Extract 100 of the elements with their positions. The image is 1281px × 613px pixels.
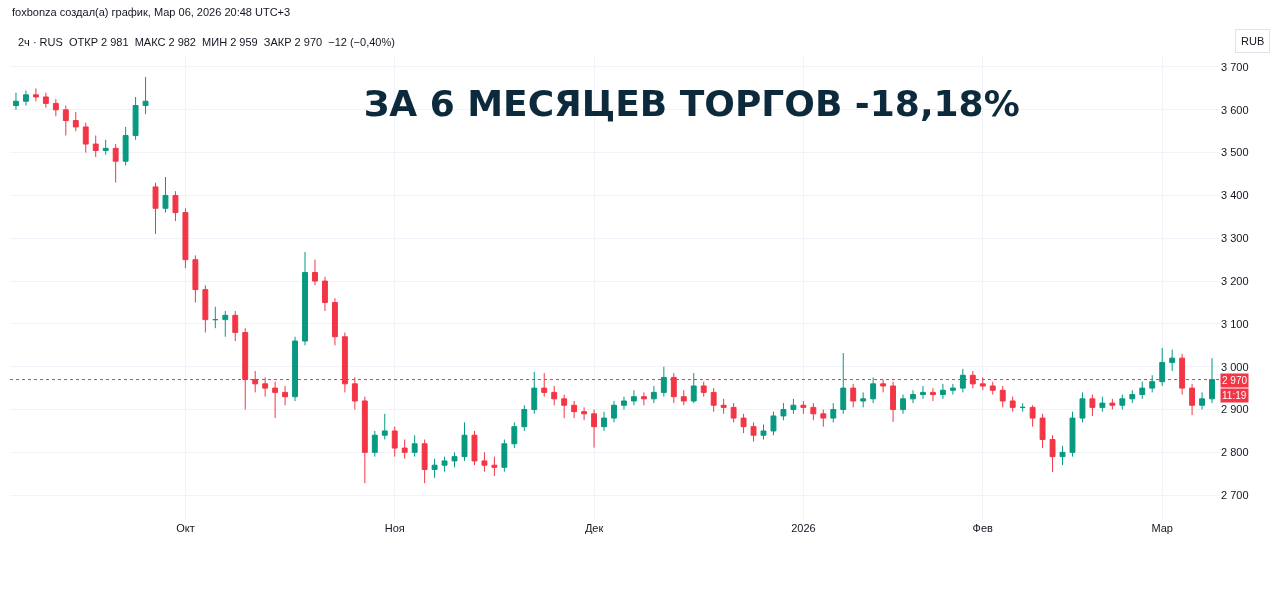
candlestick bbox=[870, 376, 877, 404]
candlestick bbox=[511, 421, 518, 449]
candlestick bbox=[481, 451, 488, 473]
candlestick bbox=[92, 135, 99, 158]
candlestick bbox=[770, 411, 777, 436]
candlestick bbox=[441, 456, 448, 473]
candlestick bbox=[561, 394, 568, 419]
candlestick bbox=[172, 190, 179, 222]
candlestick bbox=[1139, 381, 1146, 400]
candlestick bbox=[401, 439, 408, 460]
candlestick bbox=[900, 394, 906, 415]
candlestick bbox=[920, 385, 926, 400]
candlestick bbox=[740, 413, 747, 434]
candlestick bbox=[32, 87, 39, 102]
candlestick bbox=[1169, 349, 1176, 372]
candlestick bbox=[112, 143, 119, 184]
candlestick bbox=[381, 413, 388, 440]
candlestick bbox=[999, 385, 1006, 408]
candlestick bbox=[1089, 394, 1096, 417]
candlestick bbox=[850, 383, 857, 408]
text: 2ч · RUS ОТКР 2 981 МАКС 2 982 МИН 2 959 ЗАКР 2 970 −12 (−0,40%) bbox=[18, 36, 395, 48]
candlestick bbox=[182, 207, 189, 269]
y-tick-label: 3 500 bbox=[1221, 146, 1249, 159]
y-tick-label: 3 300 bbox=[1221, 232, 1249, 245]
candlestick bbox=[471, 430, 478, 466]
candlestick bbox=[1119, 394, 1126, 411]
y-tick-label: 3 200 bbox=[1221, 274, 1249, 287]
candlestick bbox=[680, 389, 687, 406]
x-tick-label: Дек bbox=[584, 522, 604, 534]
candlestick bbox=[591, 409, 598, 449]
candlestick bbox=[361, 396, 368, 484]
x-tick-label: Мар bbox=[1151, 522, 1173, 534]
candlestick bbox=[621, 396, 627, 411]
x-tick-label: Фев bbox=[972, 522, 994, 534]
candlestick bbox=[611, 400, 617, 423]
candlestick bbox=[810, 402, 817, 421]
candlestick bbox=[939, 383, 946, 400]
candlestick bbox=[1079, 391, 1086, 423]
candlestick bbox=[1069, 411, 1076, 458]
candlestick bbox=[640, 391, 647, 406]
candlestick bbox=[431, 458, 438, 479]
candlestick bbox=[890, 381, 897, 423]
candlestick bbox=[1209, 357, 1215, 404]
y-tick-label: 3 600 bbox=[1221, 103, 1249, 116]
candlestick bbox=[312, 259, 318, 286]
candlestick bbox=[192, 254, 199, 303]
candlestick bbox=[521, 404, 528, 432]
candlestick bbox=[371, 430, 378, 458]
candlestick bbox=[501, 439, 508, 473]
x-tick-label: 2026 bbox=[791, 522, 816, 534]
candlestick bbox=[790, 398, 797, 415]
candlestick bbox=[451, 451, 458, 468]
candlestick bbox=[660, 366, 667, 398]
candlestick bbox=[780, 402, 787, 421]
candlestick bbox=[152, 182, 159, 235]
candlestick bbox=[690, 372, 697, 404]
candlestick bbox=[212, 306, 219, 329]
candlestick bbox=[531, 371, 538, 415]
y-tick-label: 2 800 bbox=[1221, 446, 1249, 459]
candlestick bbox=[1199, 391, 1205, 411]
y-tick-label: 3 700 bbox=[1221, 60, 1249, 73]
candlestick bbox=[750, 421, 757, 443]
candlestick bbox=[1019, 402, 1026, 413]
candlestick bbox=[1189, 383, 1196, 416]
candlestick bbox=[1149, 374, 1156, 393]
candlestick bbox=[222, 310, 229, 338]
candlestick bbox=[232, 310, 239, 342]
candlestick bbox=[910, 389, 916, 404]
candlestick bbox=[820, 409, 827, 428]
candlestick bbox=[1059, 445, 1066, 466]
candlestick bbox=[421, 439, 428, 484]
candlestick bbox=[491, 456, 498, 477]
y-tick-label: 2 900 bbox=[1221, 403, 1249, 416]
chart-subtitle: foxbonza создал(а) график, Мар 06, 2026 20:48 UTC+3 bbox=[12, 6, 291, 18]
candlestick bbox=[72, 111, 79, 132]
candlestick bbox=[162, 176, 169, 214]
y-tick-label: 3 100 bbox=[1221, 317, 1249, 330]
candlestick bbox=[13, 92, 19, 111]
candlestick bbox=[730, 402, 737, 423]
x-tick-label: Ноя bbox=[384, 522, 405, 534]
candlestick bbox=[581, 406, 588, 421]
candlestick bbox=[102, 139, 109, 156]
text: ЗА 6 МЕСЯЦЕВ ТОРГОВ -18,18% bbox=[363, 82, 1020, 124]
candlestick bbox=[1099, 396, 1106, 413]
candlestick bbox=[272, 381, 279, 419]
y-tick-label: 2 700 bbox=[1221, 489, 1249, 502]
candlestick bbox=[411, 434, 418, 458]
candlestick bbox=[571, 400, 578, 419]
candlestick bbox=[461, 421, 468, 462]
candlestick bbox=[202, 284, 209, 333]
candlestick bbox=[142, 76, 149, 115]
candlestick bbox=[391, 426, 398, 458]
candlestick bbox=[1129, 389, 1136, 404]
candlestick bbox=[302, 251, 308, 346]
candlestick bbox=[650, 385, 657, 404]
candlestick bbox=[949, 383, 956, 396]
candlestick bbox=[959, 368, 966, 393]
candlestick bbox=[860, 391, 867, 408]
candlestick bbox=[601, 411, 607, 432]
candlestick bbox=[551, 385, 558, 406]
